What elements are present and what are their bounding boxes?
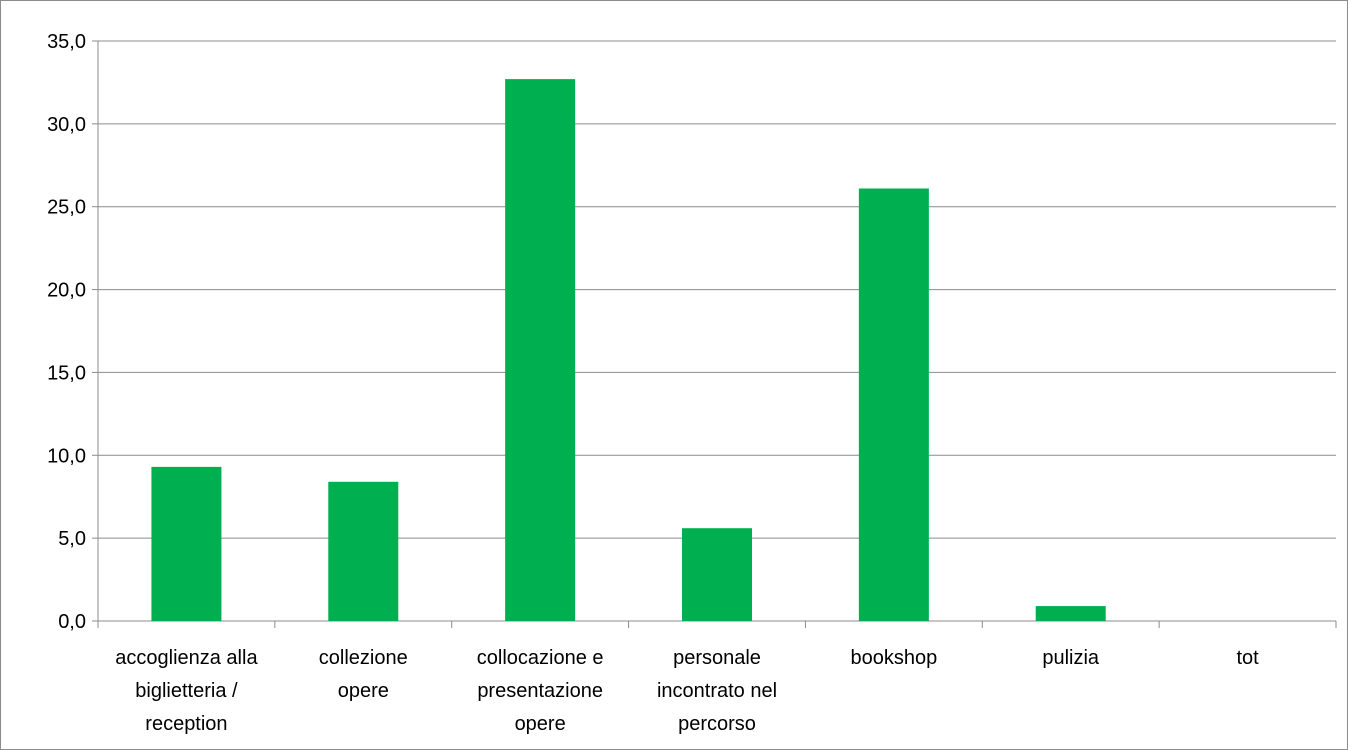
x-category-label: personale (673, 647, 761, 669)
x-category-label: presentazione (477, 680, 603, 702)
x-category-label: biglietteria / (135, 680, 238, 702)
x-category-label: reception (145, 713, 227, 735)
y-tick-label: 20,0 (47, 280, 86, 302)
y-tick-label: 5,0 (58, 528, 86, 550)
x-category-label: percorso (678, 713, 756, 735)
x-category-label: bookshop (850, 647, 937, 669)
x-category-label: accoglienza alla (115, 647, 258, 669)
x-category-label: collocazione e (477, 647, 604, 669)
y-tick-label: 0,0 (58, 611, 86, 633)
bar (328, 481, 399, 621)
bar (682, 528, 752, 621)
y-tick-label: 15,0 (47, 362, 86, 384)
x-category-label: opere (338, 680, 389, 702)
bar (1035, 606, 1106, 621)
x-category-label: pulizia (1042, 647, 1100, 669)
bar (505, 79, 576, 622)
x-category-label: collezione (319, 647, 408, 669)
y-tick-label: 25,0 (47, 197, 86, 219)
x-category-label: tot (1236, 647, 1259, 669)
x-category-label: incontrato nel (657, 680, 777, 702)
bar (151, 466, 222, 621)
y-tick-label: 30,0 (47, 114, 86, 136)
bar (858, 188, 929, 621)
x-category-label: opere (515, 713, 566, 735)
y-tick-label: 35,0 (47, 31, 86, 53)
y-tick-label: 10,0 (47, 445, 86, 467)
